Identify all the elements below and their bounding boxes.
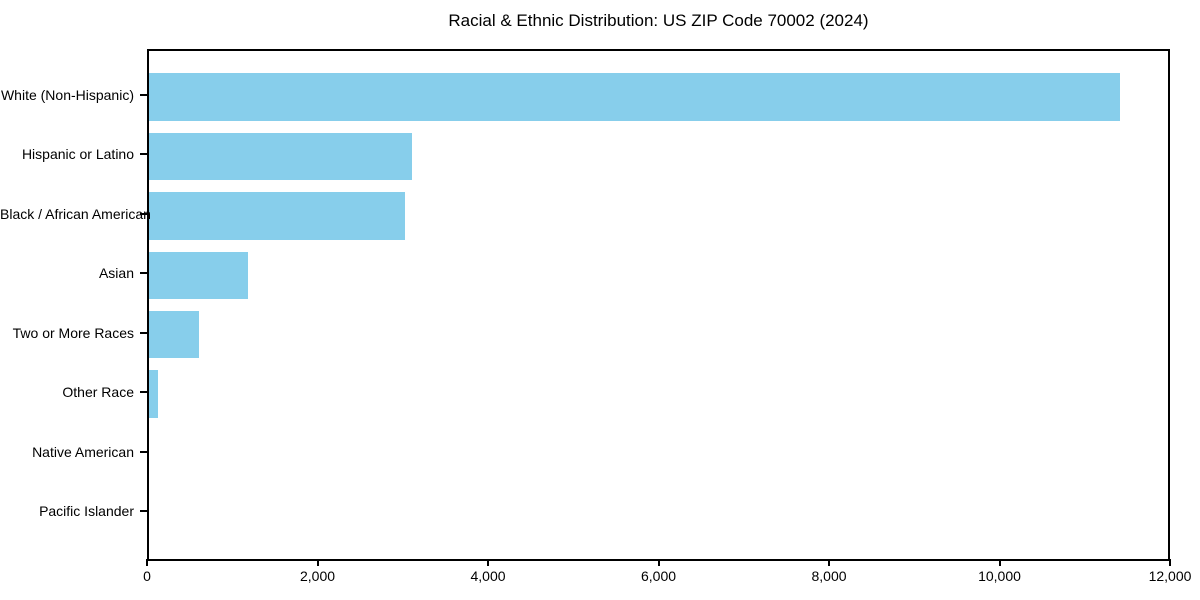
x-axis-tick-label: 12,000	[1148, 568, 1192, 584]
y-axis-category-label: Hispanic or Latino	[21, 146, 134, 163]
bar-black-african-american	[149, 192, 405, 240]
y-tick-mark	[140, 331, 147, 334]
y-axis-category-label: Asian	[98, 265, 134, 282]
y-axis-category-label: Two or More Races	[12, 324, 134, 341]
x-tick-mark	[487, 559, 489, 566]
y-tick-mark	[140, 94, 147, 97]
x-axis-tick-label: 10,000	[978, 568, 1021, 584]
y-axis-category-label: Native American	[32, 443, 134, 460]
y-tick-mark	[140, 450, 147, 453]
bar-hispanic-or-latino	[149, 132, 413, 181]
chart-title: Racial & Ethnic Distribution: US ZIP Cod…	[448, 11, 869, 30]
bar-two-or-more-races	[149, 310, 200, 359]
plot-area	[147, 49, 1170, 561]
bar-asian	[149, 251, 249, 300]
x-axis-tick-label: 4,000	[470, 568, 506, 584]
x-tick-mark	[828, 559, 830, 566]
y-axis-category-label: Other Race	[62, 384, 134, 401]
y-tick-mark	[140, 509, 147, 512]
bar-other-race	[149, 370, 158, 418]
x-axis-tick-label: 2,000	[299, 568, 336, 584]
y-tick-mark	[140, 153, 147, 156]
y-tick-mark	[140, 212, 147, 215]
x-tick-mark	[657, 559, 660, 566]
x-axis-tick-label: 0	[143, 568, 151, 584]
x-tick-mark	[998, 559, 1001, 566]
x-tick-mark	[146, 559, 148, 566]
bar-white-non-hispanic	[149, 73, 1121, 121]
x-tick-mark	[1169, 559, 1171, 566]
y-tick-mark	[140, 272, 147, 275]
x-axis-tick-label: 6,000	[640, 568, 677, 584]
x-axis-tick-label: 8,000	[811, 568, 847, 584]
x-tick-mark	[316, 559, 319, 566]
y-axis-category-label: White (Non-Hispanic)	[0, 87, 134, 104]
y-axis-category-label: Black / African American	[0, 205, 151, 222]
y-tick-mark	[140, 391, 147, 394]
y-axis-category-label: Pacific Islander	[39, 502, 134, 519]
